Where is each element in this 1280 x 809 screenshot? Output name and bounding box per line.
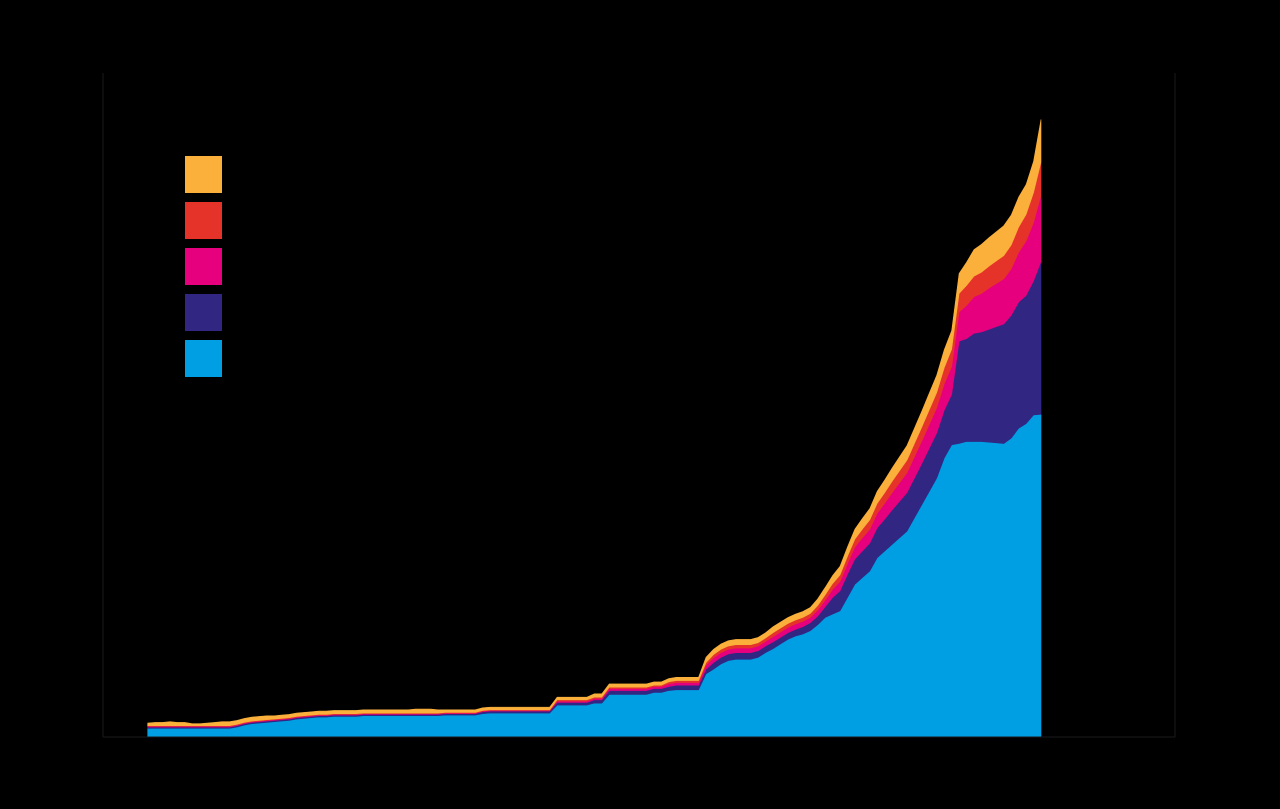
axes [102, 73, 1176, 738]
legend-swatch-1 [185, 294, 222, 331]
area-series-4 [147, 119, 1042, 727]
legend-swatch-0 [185, 340, 222, 377]
area-layers [147, 119, 1042, 738]
legend-swatch-3 [185, 202, 222, 239]
legend-swatch-2 [185, 248, 222, 285]
legend-swatch-4 [185, 156, 222, 193]
legend [185, 156, 222, 377]
